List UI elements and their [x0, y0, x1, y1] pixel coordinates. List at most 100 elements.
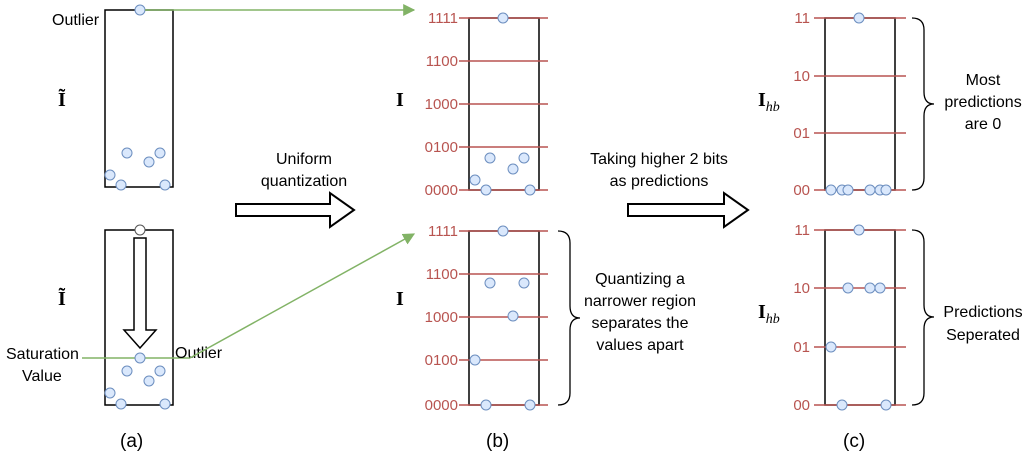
point [880, 184, 892, 196]
b-note-line1: Quantizing a [595, 271, 685, 288]
point [115, 398, 127, 410]
a-symbol-top: Ĩ [58, 88, 66, 111]
saturation-label-line2: Value [22, 368, 62, 385]
point [469, 354, 481, 366]
caption-c: (c) [843, 431, 865, 452]
clipped-outlier-point [134, 224, 146, 236]
a-top-points [104, 4, 171, 191]
point [484, 152, 496, 164]
tick-label: 11 [794, 10, 810, 27]
b-bottom-points [469, 225, 536, 411]
arrow1-line2: quantization [261, 173, 347, 190]
c-note-top-line2: predictions [944, 94, 1021, 111]
point [104, 387, 116, 399]
point [469, 174, 481, 186]
tick-label: 10 [793, 280, 810, 297]
point [518, 277, 530, 289]
point [853, 224, 865, 236]
higher-bits-arrow: Taking higher 2 bits as predictions [590, 151, 750, 229]
tick-label: 10 [793, 68, 810, 85]
tick-label: 01 [793, 339, 810, 356]
b-note-line2: narrower region [584, 293, 696, 310]
point [484, 277, 496, 289]
b-top-ticks: 1111 1100 1000 0100 0000 [425, 10, 458, 199]
point [480, 184, 492, 196]
c-symbol-sub: hb [766, 312, 780, 327]
panel-a: Outlier Ĩ Ĩ Saturation Val [6, 4, 223, 452]
point [842, 282, 854, 294]
b-bottom-grid [459, 230, 548, 406]
point [524, 399, 536, 411]
tick-label: 1111 [428, 10, 458, 27]
point [115, 179, 127, 191]
outlier-connector-bottom [189, 233, 416, 359]
point [134, 352, 146, 364]
c-top-brace [911, 17, 935, 191]
point [864, 184, 876, 196]
point [121, 365, 133, 377]
b-note: Quantizing a narrower region separates t… [584, 271, 696, 354]
point [507, 163, 519, 175]
point [154, 365, 166, 377]
c-note-bottom-line1: Predictions [943, 304, 1022, 321]
tick-label: 1000 [425, 96, 458, 113]
tick-label: 0100 [425, 352, 458, 369]
arrow2-line2: as predictions [610, 173, 709, 190]
point [864, 282, 876, 294]
a-top-box [104, 9, 174, 188]
c-bottom-points [825, 224, 892, 411]
point [159, 179, 171, 191]
point [507, 310, 519, 322]
tick-label: 1100 [426, 53, 458, 70]
b-bottom-box [468, 230, 540, 406]
tick-label: 1000 [425, 309, 458, 326]
tick-label: 1100 [426, 266, 458, 283]
point [518, 152, 530, 164]
panel-b: 1111 1100 1000 0100 0000 I 1111 1100 10 [396, 10, 696, 452]
c-note-bottom-line2: Seperated [946, 327, 1020, 344]
point [154, 147, 166, 159]
c-top-box [824, 17, 896, 191]
c-symbol-main: I [758, 89, 766, 111]
right-arrow-icon [235, 191, 356, 229]
c-symbol-sub: hb [766, 100, 780, 115]
c-bottom-box [824, 229, 896, 406]
b-brace [557, 230, 581, 406]
c-top-points [825, 12, 892, 196]
point [497, 225, 509, 237]
tick-label: 11 [794, 222, 810, 239]
tick-label: 0100 [425, 139, 458, 156]
c-symbol-top: Ihb [758, 89, 780, 115]
right-arrow-icon [627, 191, 750, 229]
arrow1-line1: Uniform [276, 151, 332, 168]
c-note-top-line3: are 0 [965, 116, 1002, 133]
point [853, 12, 865, 24]
point [825, 184, 837, 196]
c-note-top: Most predictions are 0 [944, 72, 1021, 133]
point [143, 375, 155, 387]
tick-label: 00 [793, 397, 810, 414]
b-bottom-ticks: 1111 1100 1000 0100 0000 [425, 223, 458, 414]
tick-label: 00 [793, 182, 810, 199]
c-bottom-ticks: 11 10 01 00 [793, 222, 810, 414]
b-top-grid [459, 17, 548, 191]
caption-a: (a) [120, 431, 143, 452]
c-top-ticks: 11 10 01 00 [793, 10, 810, 199]
point [880, 399, 892, 411]
b-note-line3: separates the [592, 315, 689, 332]
point [104, 169, 116, 181]
c-note-bottom: Predictions Seperated [943, 304, 1022, 344]
point [121, 147, 133, 159]
c-note-top-line1: Most [966, 72, 1001, 89]
point [134, 4, 146, 16]
b-symbol-bottom: I [396, 288, 404, 310]
point [497, 12, 509, 24]
point [825, 341, 837, 353]
caption-b: (b) [486, 431, 509, 452]
point [874, 282, 886, 294]
saturation-label-line1: Saturation [6, 346, 79, 363]
uniform-quantization-arrow: Uniform quantization [235, 151, 356, 229]
c-bottom-brace [911, 229, 935, 406]
tick-label: 1111 [428, 223, 458, 240]
